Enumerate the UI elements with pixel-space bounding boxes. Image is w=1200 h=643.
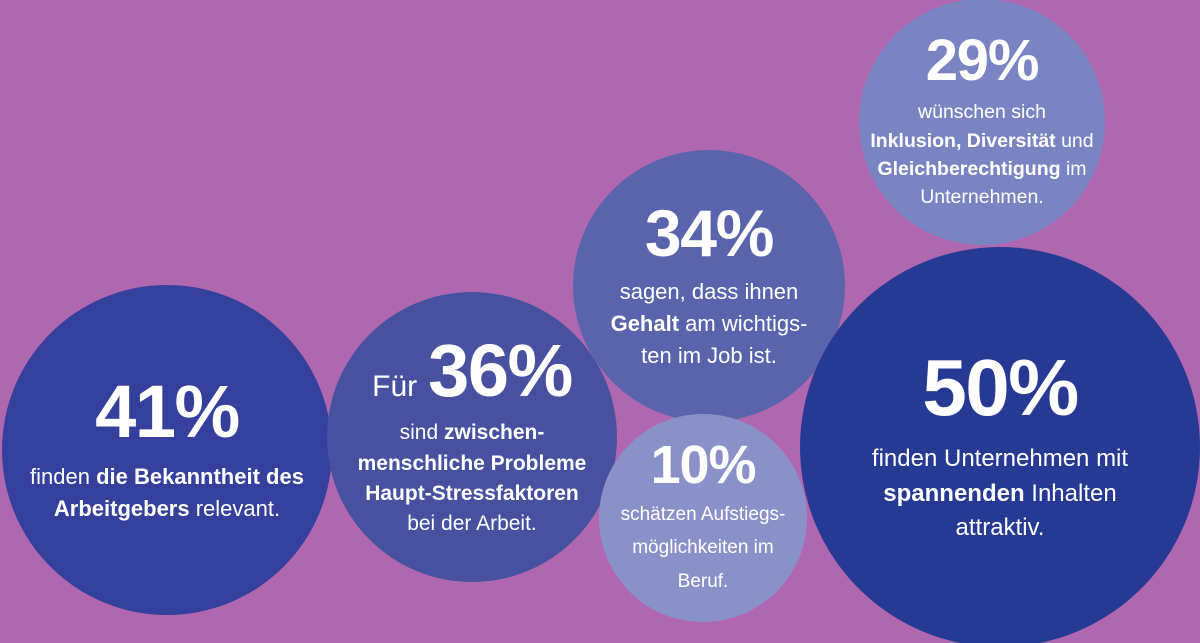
stat-description-41: finden die Bekanntheit des Arbeitgebers r… — [30, 464, 304, 521]
bubble-50-percent: 50% finden Unternehmen mit spannenden Inh… — [800, 247, 1200, 643]
bubble-36-percent: Für 36% sind zwischen-menschliche Proble… — [327, 292, 617, 582]
bubble-34-percent: 34% sagen, dass ihnen Gehalt am wichtigs-… — [573, 150, 845, 422]
stat-row-36: Für 36% — [372, 329, 573, 413]
stat-value-34: 34% — [644, 196, 774, 271]
stat-prefix-36: Für — [372, 370, 418, 404]
stat-description-36: sind zwischen-menschliche Probleme Haupt-… — [357, 421, 587, 536]
bubble-29-percent: 29% wünschen sich Inklusion, Diversität u… — [859, 0, 1105, 245]
stat-description-10: schätzen Aufstiegs-möglichkeiten im Beruf… — [620, 504, 786, 592]
bubble-41-percent: 41% finden die Bekanntheit des Arbeitgebe… — [2, 285, 332, 615]
stat-description-34: sagen, dass ihnen Gehalt am wichtigs-ten … — [610, 279, 808, 368]
stat-value-29: 29% — [925, 28, 1040, 94]
bubble-10-percent: 10% schätzen Aufstiegs-möglichkeiten im B… — [599, 414, 807, 622]
stat-value-41: 41% — [95, 370, 240, 454]
stat-description-50: finden Unternehmen mit spannenden Inhalte… — [871, 444, 1129, 542]
stat-value-10: 10% — [650, 435, 757, 496]
stat-value-50: 50% — [922, 342, 1079, 432]
stat-description-29: wünschen sich Inklusion, Diversität und Gl… — [870, 101, 1094, 209]
stat-value-36: 36% — [428, 329, 573, 413]
